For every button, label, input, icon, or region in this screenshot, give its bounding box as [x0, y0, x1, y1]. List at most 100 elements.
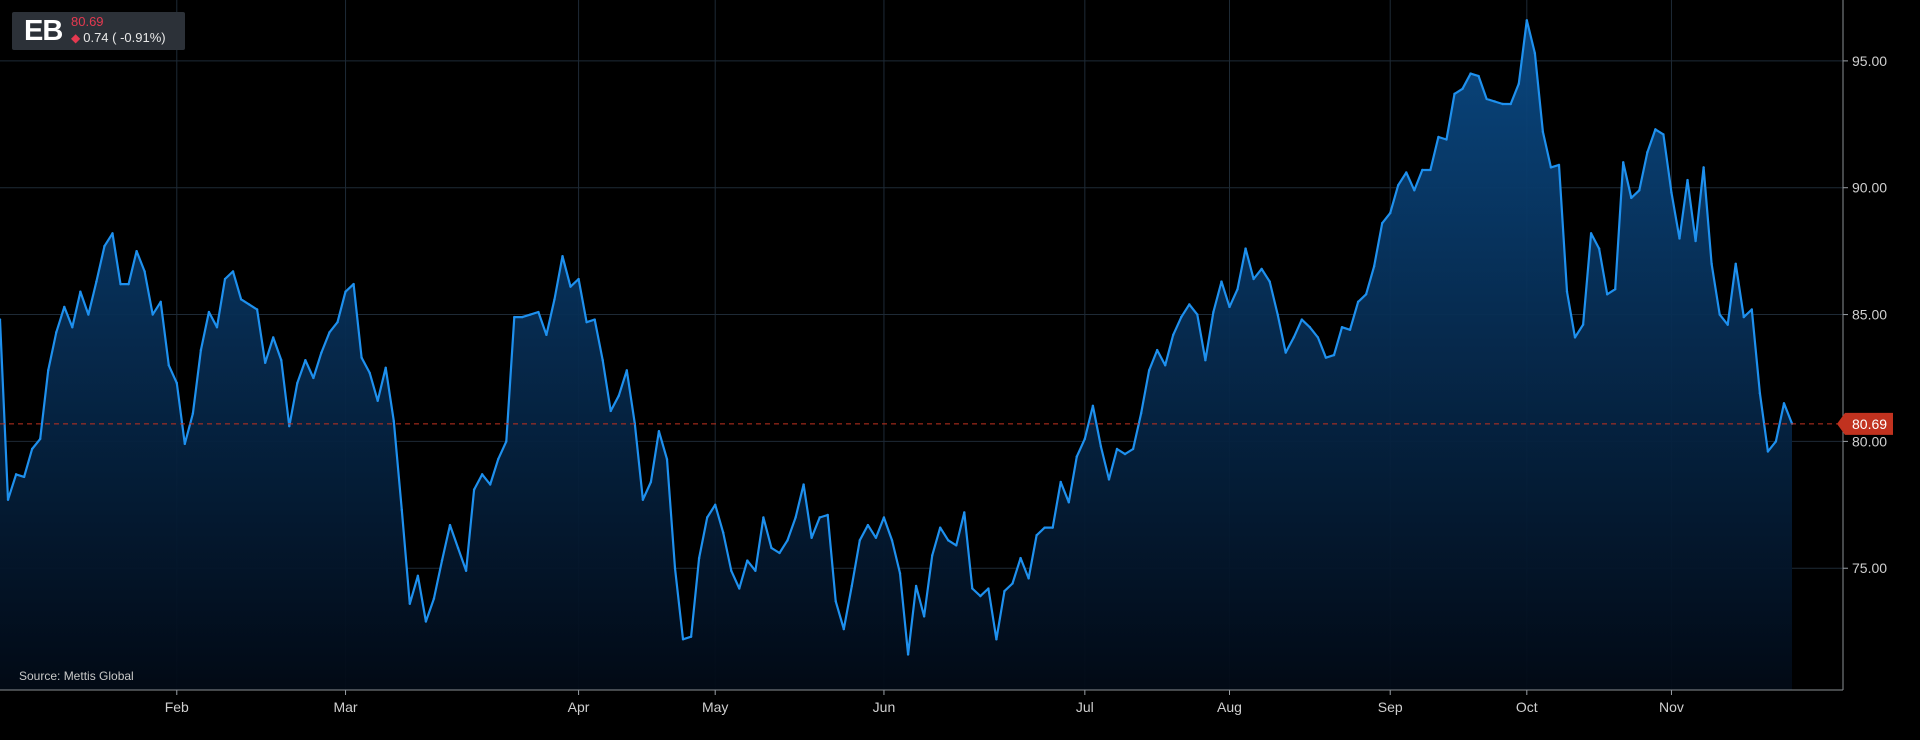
data-point	[1155, 348, 1159, 352]
data-point	[1702, 166, 1705, 169]
ticker-change: ◆ 0.74 ( -0.91%)	[71, 30, 166, 45]
last-price-tag	[1837, 412, 1893, 435]
data-point	[1364, 293, 1368, 296]
series-line	[0, 19, 1794, 656]
data-point	[1694, 239, 1697, 243]
ticker-badge: EB 80.69 ◆ 0.74 ( -0.91%)	[12, 12, 185, 50]
y-tick-label: 95.00	[1852, 53, 1887, 69]
data-point	[1123, 452, 1127, 456]
data-point	[673, 567, 677, 570]
data-point	[368, 371, 371, 375]
source-note: Source: Mettis Global	[19, 669, 134, 683]
data-point	[577, 277, 580, 281]
data-point	[1083, 437, 1087, 441]
data-point	[183, 442, 187, 446]
data-point	[1710, 262, 1713, 266]
data-point	[1003, 589, 1006, 593]
data-point	[215, 326, 219, 329]
data-point	[1147, 369, 1151, 372]
data-point	[263, 361, 267, 364]
data-point	[553, 298, 556, 301]
data-point	[1622, 161, 1625, 164]
y-tick-label: 80.00	[1852, 433, 1887, 449]
data-point	[1638, 189, 1641, 192]
y-tick-label: 90.00	[1852, 180, 1887, 196]
data-point	[649, 480, 653, 484]
data-point	[336, 320, 339, 324]
data-point	[71, 326, 74, 329]
data-point	[191, 412, 195, 415]
data-point	[1662, 133, 1665, 136]
x-tick-label: Sep	[1378, 699, 1403, 715]
data-point	[947, 539, 950, 542]
chart-series-line	[0, 19, 1794, 656]
data-point	[328, 331, 331, 334]
data-point	[1284, 351, 1287, 354]
data-point	[1445, 138, 1448, 141]
data-point	[1308, 326, 1312, 329]
data-point	[1614, 287, 1617, 291]
data-points	[0, 19, 1794, 656]
chart-area-fill	[0, 20, 1792, 691]
data-point	[63, 305, 66, 309]
data-point	[1260, 267, 1263, 271]
data-point	[384, 366, 387, 370]
data-point	[1051, 526, 1054, 529]
data-point	[802, 483, 805, 486]
x-tick-label: Aug	[1217, 699, 1242, 715]
data-point	[424, 620, 428, 623]
data-point	[304, 359, 307, 362]
data-point	[778, 551, 781, 555]
last-price-marker: 80.69	[0, 412, 1893, 435]
data-point	[513, 315, 516, 319]
data-point	[1605, 293, 1609, 296]
data-point	[488, 483, 492, 486]
data-point	[738, 587, 741, 590]
data-point	[1469, 72, 1472, 75]
data-point	[416, 574, 420, 578]
data-point	[400, 508, 403, 512]
data-point	[1035, 534, 1038, 537]
data-point	[103, 244, 106, 248]
data-point	[1397, 183, 1400, 187]
data-point	[1453, 92, 1456, 96]
data-point	[30, 447, 34, 451]
data-point	[392, 419, 395, 423]
x-tick-label: Apr	[568, 699, 590, 715]
data-point	[272, 336, 275, 339]
data-point	[1043, 526, 1046, 529]
data-point	[730, 569, 733, 572]
data-point	[1421, 168, 1424, 172]
data-point	[175, 381, 178, 385]
x-tick-label: Oct	[1516, 699, 1538, 715]
data-point	[448, 523, 452, 527]
data-point	[521, 315, 524, 319]
data-point	[1164, 364, 1167, 367]
data-point	[1027, 577, 1030, 580]
data-point	[786, 539, 789, 542]
data-point	[1059, 480, 1062, 484]
data-point	[231, 270, 235, 273]
data-point	[1670, 191, 1673, 194]
data-point	[1726, 323, 1729, 326]
area-fill	[0, 20, 1792, 691]
data-point	[1581, 323, 1585, 326]
data-point	[681, 638, 685, 641]
data-point	[22, 475, 26, 479]
x-tick-label: Feb	[165, 699, 189, 715]
data-point	[1204, 359, 1207, 362]
data-point	[914, 584, 918, 588]
data-point	[1236, 287, 1239, 291]
data-point	[754, 569, 757, 572]
data-point	[440, 559, 444, 562]
data-point	[1597, 247, 1601, 250]
data-point	[1276, 313, 1279, 316]
data-point	[722, 531, 725, 534]
data-point	[312, 376, 315, 380]
data-point	[866, 523, 870, 527]
data-point	[1188, 303, 1191, 306]
last-price-label: 80.69	[1852, 416, 1887, 432]
data-point	[1011, 582, 1014, 585]
data-point	[135, 249, 138, 253]
